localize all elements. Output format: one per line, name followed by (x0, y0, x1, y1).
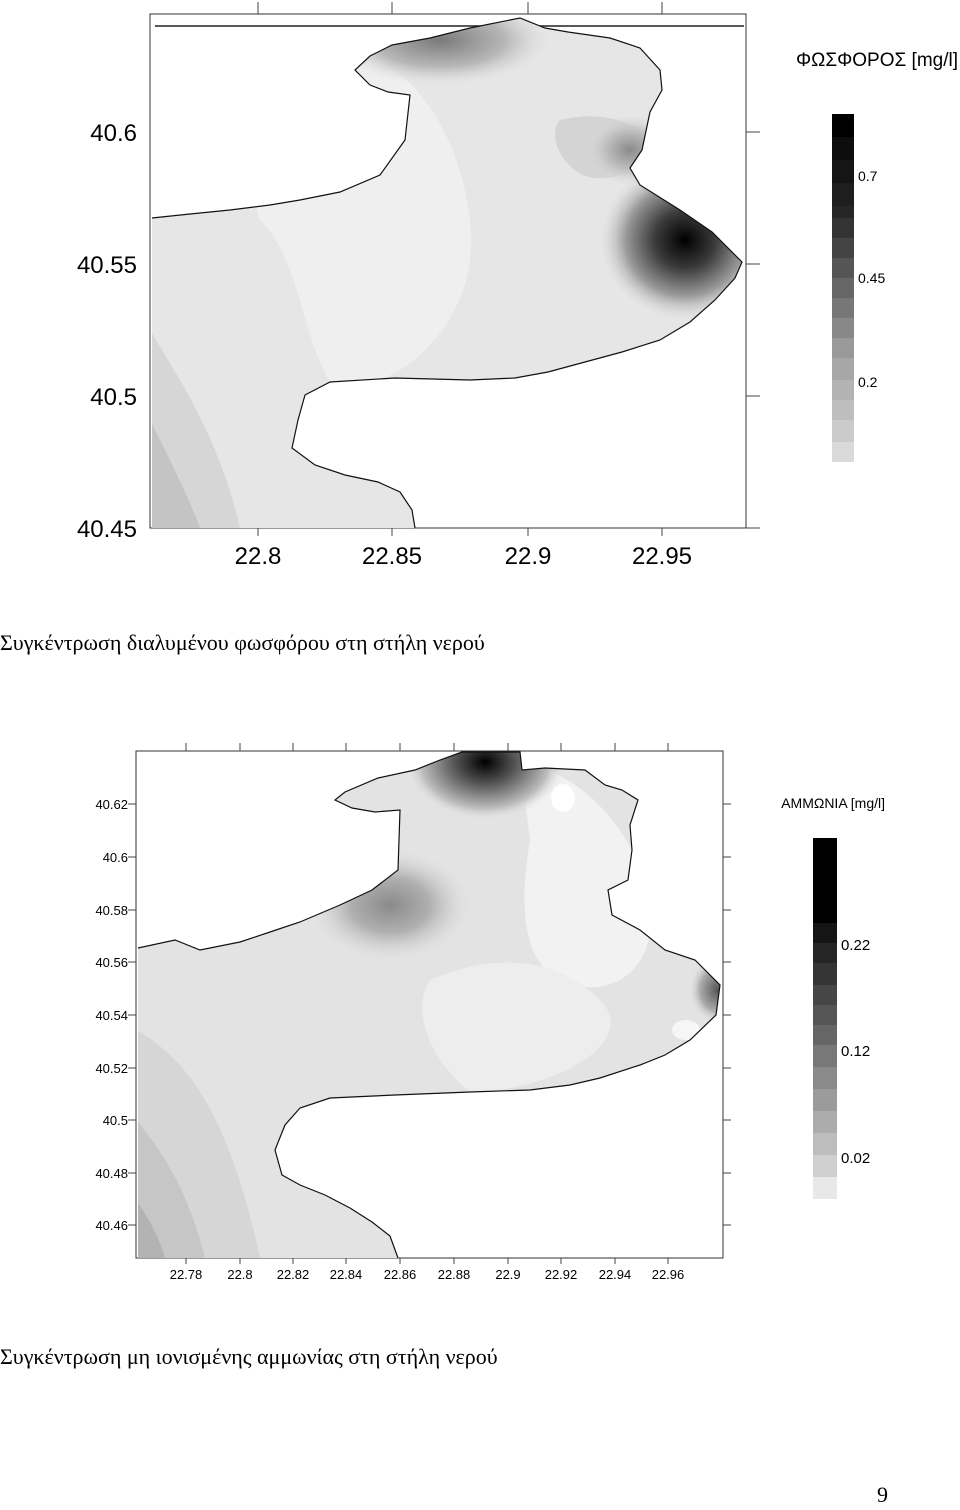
y-tick-label: 40.56 (95, 955, 128, 970)
y-tick-label: 40.5 (90, 384, 137, 411)
phosphorus-legend-title: ΦΩΣΦΟΡΟΣ [mg/l] (796, 50, 958, 71)
colorbar-label: 0.7 (858, 168, 878, 184)
y-tick-label: 40.45 (77, 516, 137, 543)
x-tick-label: 22.92 (545, 1267, 578, 1282)
phosphorus-map: 40.6 40.55 40.5 40.45 22.8 22.85 22.9 22… (77, 2, 958, 570)
ammonia-map: 40.62 40.6 40.58 40.56 40.54 40.52 40.5 … (95, 743, 885, 1282)
phosphorus-caption: Συγκέντρωση διαλυμένου φωσφόρου στη στήλ… (0, 630, 485, 655)
phosphorus-colorbar (832, 114, 854, 462)
x-tick-label: 22.8 (227, 1267, 252, 1282)
colorbar-label: 0.02 (841, 1150, 870, 1167)
x-tick-label: 22.96 (652, 1267, 685, 1282)
colorbar-label: 0.2 (858, 374, 878, 390)
x-tick-label: 22.78 (170, 1267, 203, 1282)
ammonia-legend-title: ΑΜΜΩΝΙΑ [mg/l] (781, 795, 885, 811)
y-tick-label: 40.62 (95, 797, 128, 812)
y-tick-label: 40.52 (95, 1061, 128, 1076)
x-tick-label: 22.88 (438, 1267, 471, 1282)
x-tick-label: 22.9 (505, 543, 552, 570)
x-tick-label: 22.94 (599, 1267, 632, 1282)
y-tick-label: 40.46 (95, 1218, 128, 1233)
ammonia-y-axis: 40.62 40.6 40.58 40.56 40.54 40.52 40.5 … (95, 797, 128, 1233)
ammonia-colorbar-labels: 0.22 0.12 0.02 (841, 937, 870, 1167)
phosphorus-y-axis: 40.6 40.55 40.5 40.45 (77, 120, 137, 543)
phosphorus-x-axis: 22.8 22.85 22.9 22.95 (235, 543, 692, 570)
x-tick-label: 22.8 (235, 543, 282, 570)
y-tick-label: 40.6 (103, 850, 128, 865)
x-tick-label: 22.86 (384, 1267, 417, 1282)
x-tick-label: 22.82 (277, 1267, 310, 1282)
phosphorus-colorbar-labels: 0.7 0.45 0.2 (858, 168, 885, 390)
ammonia-caption: Συγκέντρωση μη ιονισμένης αμμωνίας στη σ… (0, 1344, 498, 1369)
ammonia-coastline (137, 751, 721, 1259)
y-tick-label: 40.58 (95, 903, 128, 918)
colorbar-label: 0.22 (841, 937, 870, 954)
y-tick-label: 40.48 (95, 1166, 128, 1181)
colorbar-label: 0.12 (841, 1043, 870, 1060)
x-tick-label: 22.84 (330, 1267, 363, 1282)
ammonia-x-axis: 22.78 22.8 22.82 22.84 22.86 22.88 22.9 … (170, 1267, 685, 1282)
colorbar-label: 0.45 (858, 270, 885, 286)
y-tick-label: 40.5 (103, 1113, 128, 1128)
x-tick-label: 22.95 (632, 543, 692, 570)
x-tick-label: 22.9 (495, 1267, 520, 1282)
x-tick-label: 22.85 (362, 543, 422, 570)
page-number: 9 (877, 1482, 888, 1507)
y-tick-label: 40.6 (90, 120, 137, 147)
phosphorus-coastline (151, 17, 743, 529)
y-tick-label: 40.55 (77, 252, 137, 279)
ammonia-colorbar (813, 838, 837, 1199)
y-tick-label: 40.54 (95, 1008, 128, 1023)
